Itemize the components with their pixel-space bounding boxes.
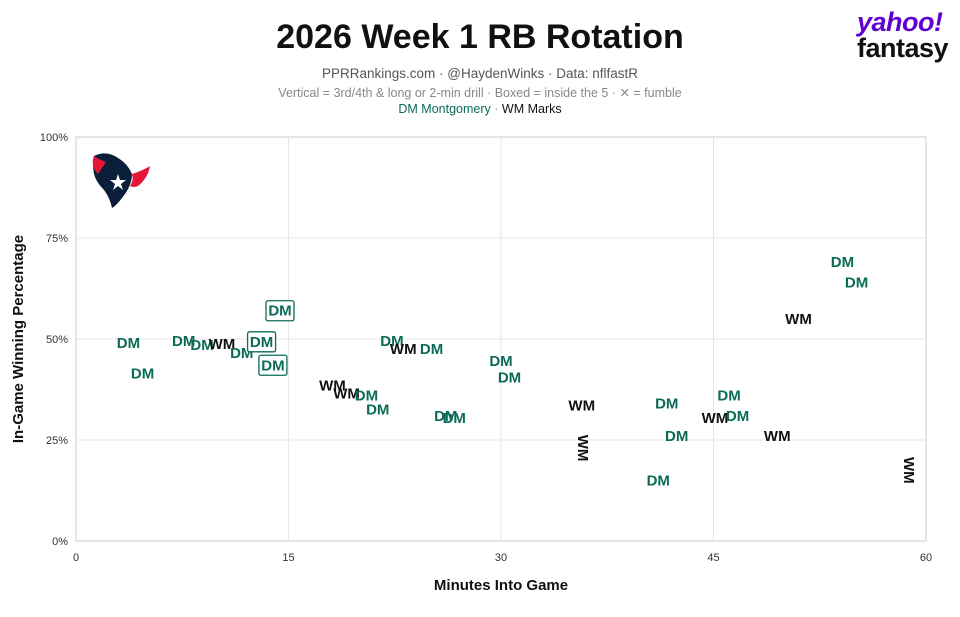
x-tick-label: 45 (707, 552, 719, 564)
grid-lines (76, 137, 926, 541)
legend: DM Montgomery · WM Marks (0, 102, 960, 116)
point-label: DM (250, 334, 273, 351)
texans-logo-horn-left (92, 156, 106, 174)
point-label: DM (380, 333, 403, 350)
point-label: DM (489, 353, 512, 370)
point-label: DM (355, 388, 378, 405)
wm-point: WM (209, 336, 236, 353)
point-label: WM (574, 435, 591, 462)
x-axis-title: Minutes Into Game (434, 577, 568, 594)
point-label: DM (366, 402, 389, 419)
point-label: DM (172, 333, 195, 350)
x-tick-label: 0 (73, 552, 79, 564)
inside-five-box (258, 354, 288, 376)
wm-point: WM (390, 341, 417, 358)
point-label: WM (319, 377, 346, 394)
point-label: DM (655, 396, 678, 413)
wm-point: WM (574, 435, 591, 462)
legend-separator: · (490, 102, 502, 116)
x-tick-label: 30 (495, 552, 507, 564)
texans-logo-star (110, 174, 126, 190)
point-label: DM (190, 337, 213, 354)
y-tick-label: 50% (46, 334, 68, 346)
point-label: WM (209, 336, 236, 353)
wm-point: WM (900, 457, 917, 484)
dm-point: DM (717, 388, 740, 405)
point-label: WM (568, 398, 595, 415)
y-axis-title: In-Game Winning Percentage (10, 235, 27, 443)
dm-point: DM (131, 365, 154, 382)
wm-point: WM (785, 311, 812, 328)
chart-note: Vertical = 3rd/4th & long or 2-min drill… (278, 86, 682, 100)
yahoo-fantasy-logo: yahoo! fantasy (856, 7, 949, 63)
point-label: DM (831, 254, 854, 271)
point-label: DM (665, 428, 688, 445)
inside-five-box (246, 331, 277, 353)
dm-point: DM (665, 428, 688, 445)
point-label: DM (726, 408, 749, 425)
wm-point: WM (333, 386, 360, 403)
dm-point: DM (420, 341, 443, 358)
point-label: DM (443, 410, 466, 427)
wm-point: WM (702, 410, 729, 427)
point-label: DM (420, 341, 443, 358)
x-tick-label: 60 (920, 552, 932, 564)
point-label: DM (845, 274, 868, 291)
point-label: WM (785, 311, 812, 328)
dm-point: DM (246, 331, 277, 353)
chart-title: 2026 Week 1 RB Rotation (276, 18, 684, 56)
point-label: DM (268, 303, 291, 320)
y-tick-label: 75% (46, 233, 68, 245)
dm-point: DM (647, 472, 670, 489)
dm-point: DM (845, 274, 868, 291)
dm-point: DM (655, 396, 678, 413)
dm-point: DM (258, 354, 288, 376)
y-tick-label: 25% (46, 435, 68, 447)
dm-point: DM (355, 388, 378, 405)
wm-point: WM (319, 377, 346, 394)
point-label: DM (131, 365, 154, 382)
point-label: WM (764, 428, 791, 445)
inside-five-box (265, 300, 295, 322)
point-label: WM (900, 457, 917, 484)
point-label: DM (647, 472, 670, 489)
dm-point: DM (498, 369, 521, 386)
point-label: WM (702, 410, 729, 427)
dm-point: DM (434, 408, 457, 425)
wm-point: WM (764, 428, 791, 445)
dm-point: DM (726, 408, 749, 425)
texans-logo (92, 153, 150, 208)
point-label: WM (333, 386, 360, 403)
brand-fantasy: fantasy (856, 32, 949, 63)
point-label: DM (117, 335, 140, 352)
axis-ticks: 0 15 30 45 60 0% 25% 50% 75% 100% (40, 132, 932, 564)
texans-logo-horn (130, 166, 150, 187)
x-tick-label: 15 (282, 552, 294, 564)
dm-point: DM (190, 337, 213, 354)
point-label: DM (498, 369, 521, 386)
point-label: WM (390, 341, 417, 358)
brand-yahoo: yahoo! (856, 7, 943, 37)
dm-point: DM (366, 402, 389, 419)
wm-point: WM (568, 398, 595, 415)
dm-point: DM (172, 333, 195, 350)
point-label: DM (261, 357, 284, 374)
dm-point: DM (489, 353, 512, 370)
y-tick-label: 0% (52, 536, 68, 548)
dm-point: DM (380, 333, 403, 350)
point-label: DM (717, 388, 740, 405)
point-label: DM (434, 408, 457, 425)
chart-subtitle: PPRRankings.com · @HaydenWinks · Data: n… (321, 66, 639, 81)
legend-wm: WM Marks (501, 102, 562, 116)
dm-point: DM (831, 254, 854, 271)
legend-dm: DM Montgomery (398, 102, 491, 116)
dm-point: DM (117, 335, 140, 352)
y-tick-label: 100% (40, 132, 68, 144)
dm-point: DM (443, 410, 466, 427)
dm-point: DM (265, 300, 295, 322)
